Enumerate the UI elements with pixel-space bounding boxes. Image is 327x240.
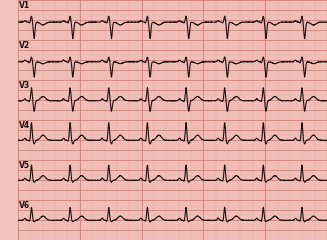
Text: V3: V3 [19,81,30,90]
Text: V1: V1 [19,1,30,10]
Text: V4: V4 [19,121,30,130]
Text: V5: V5 [19,161,30,170]
Text: V2: V2 [19,41,30,50]
Text: V6: V6 [19,201,30,210]
